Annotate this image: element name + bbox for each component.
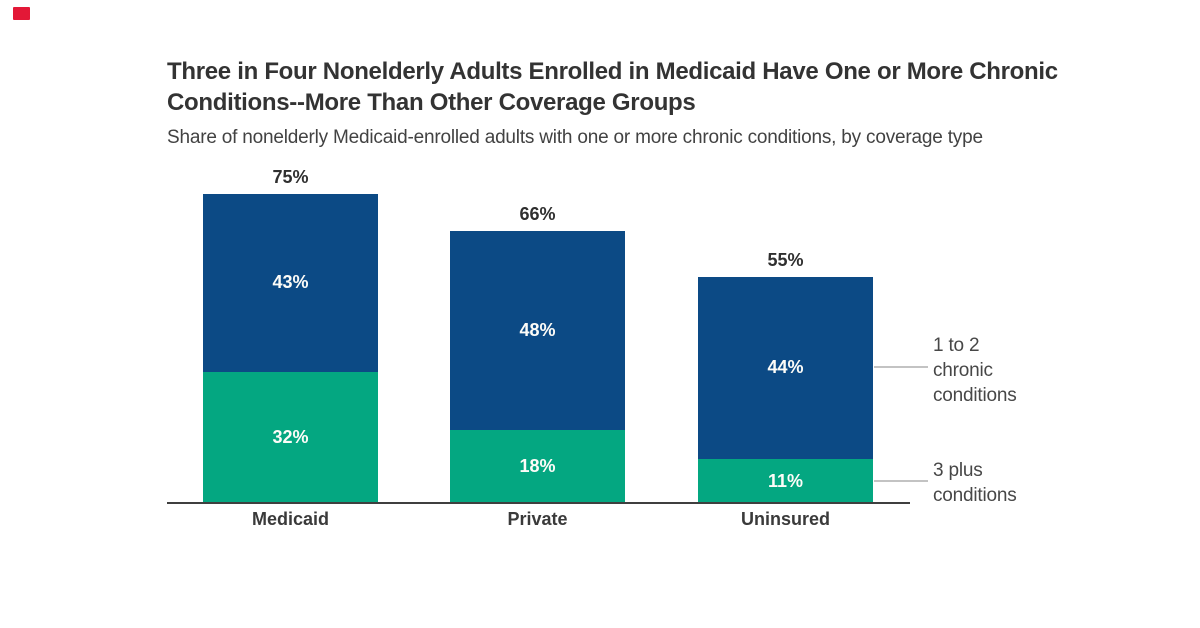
bar-segment-3-plus-conditions: 11% xyxy=(698,458,873,504)
legend-label-line: 3 plus xyxy=(933,460,983,481)
bar-segment-1-to-2-chronic-conditions: 44% xyxy=(698,276,873,459)
bar-total-label: 55% xyxy=(767,249,804,270)
bar-segment-value-label: 48% xyxy=(519,319,556,340)
bar-segment-1-to-2-chronic-conditions: 43% xyxy=(203,194,378,372)
bar-segment-value-label: 18% xyxy=(519,456,556,477)
bar-segment-value-label: 43% xyxy=(272,272,309,293)
bar-segment-value-label: 11% xyxy=(767,470,804,491)
bar-total-label: 75% xyxy=(272,167,309,187)
legend-label-line: chronic xyxy=(933,360,993,381)
x-axis-category-label: Medicaid xyxy=(251,509,330,529)
x-axis-category-label: Private xyxy=(507,509,568,529)
legend-connector-line-bottom xyxy=(874,480,928,482)
kff-logo-mark xyxy=(13,7,30,20)
legend-label-line: conditions xyxy=(933,485,1017,506)
bar-segment-value-label: 32% xyxy=(272,427,309,448)
chart-title-line-2: Conditions--More Than Other Coverage Gro… xyxy=(167,89,696,116)
legend-connector-line-top xyxy=(874,366,928,368)
bar-segment-value-label: 44% xyxy=(767,357,804,378)
chart-title-line-1: Three in Four Nonelderly Adults Enrolled… xyxy=(167,58,1058,85)
x-axis-line xyxy=(167,502,910,504)
x-axis-category-label: Uninsured xyxy=(740,509,830,529)
bar-segment-3-plus-conditions: 18% xyxy=(450,429,625,504)
bar-segment-1-to-2-chronic-conditions: 48% xyxy=(450,231,625,430)
legend-label-line: conditions xyxy=(933,385,1017,406)
legend-3-plus-conditions: 3 plus conditions xyxy=(933,458,1017,508)
legend-label-line: 1 to 2 xyxy=(933,335,980,356)
bar-segment-3-plus-conditions: 32% xyxy=(203,371,378,504)
chart-subtitle: Share of nonelderly Medicaid-enrolled ad… xyxy=(167,127,983,148)
legend-1-to-2-chronic-conditions: 1 to 2 chronic conditions xyxy=(933,333,1017,408)
bar-total-label: 66% xyxy=(519,204,556,225)
